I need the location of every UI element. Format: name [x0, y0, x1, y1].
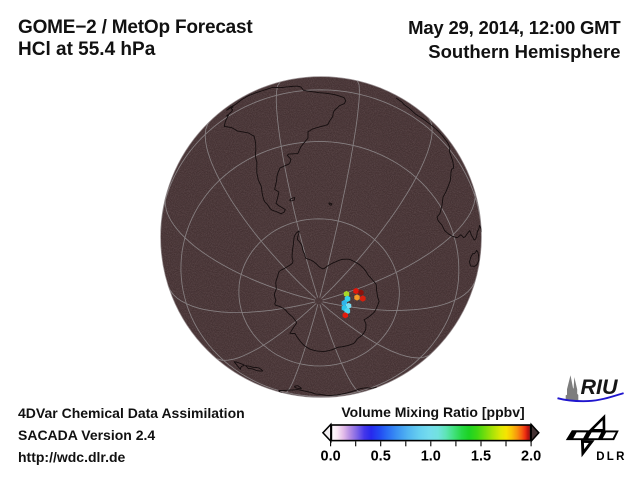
svg-text:RIU: RIU [581, 375, 619, 399]
svg-text:1.0: 1.0 [421, 449, 441, 465]
svg-text:1.5: 1.5 [471, 449, 491, 465]
svg-text:2.0: 2.0 [521, 449, 541, 465]
svg-text:DLR: DLR [596, 451, 627, 463]
svg-text:0.0: 0.0 [321, 449, 341, 465]
svg-text:0.5: 0.5 [371, 449, 391, 465]
